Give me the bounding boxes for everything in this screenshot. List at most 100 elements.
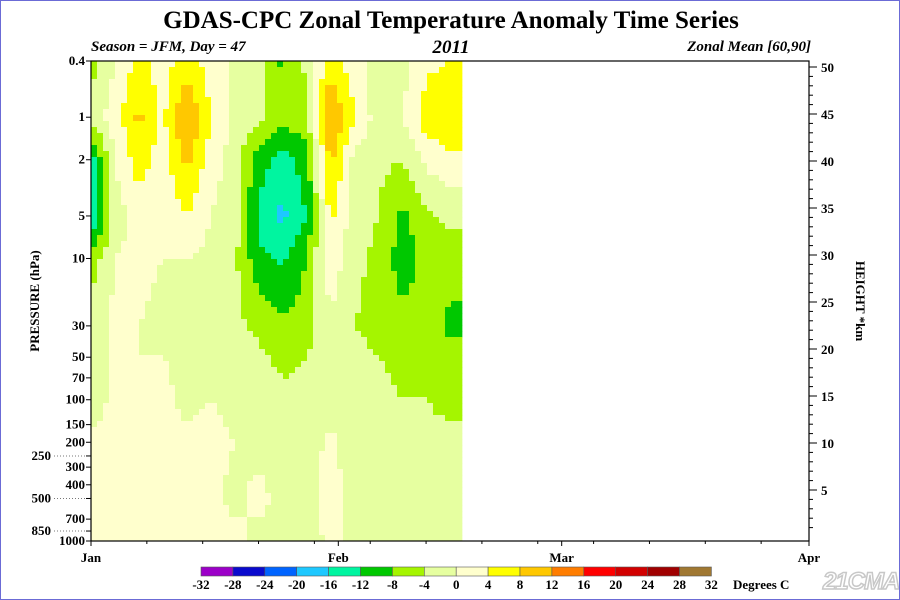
contour-cell — [115, 235, 122, 242]
contour-cell — [391, 403, 398, 410]
contour-cell — [187, 79, 194, 86]
contour-cell — [373, 223, 380, 230]
contour-cell — [181, 115, 188, 122]
contour-cell — [91, 145, 98, 152]
contour-cell — [217, 511, 224, 518]
contour-cell — [295, 211, 302, 218]
contour-cell — [439, 343, 446, 350]
contour-cell — [157, 295, 164, 302]
contour-cell — [115, 73, 122, 80]
contour-cell — [343, 205, 350, 212]
contour-cell — [385, 229, 392, 236]
contour-cell — [343, 421, 350, 428]
contour-cell — [241, 109, 248, 116]
contour-cell — [103, 451, 110, 458]
contour-cell — [349, 307, 356, 314]
contour-cell — [253, 343, 260, 350]
contour-cell — [115, 151, 122, 158]
contour-cell — [319, 367, 326, 374]
contour-cell — [259, 433, 266, 440]
contour-cell — [391, 103, 398, 110]
contour-cell — [331, 253, 338, 260]
contour-cell — [187, 343, 194, 350]
contour-cell — [403, 499, 410, 506]
contour-cell — [163, 211, 170, 218]
contour-cell — [373, 193, 380, 200]
contour-cell — [433, 259, 440, 266]
contour-cell — [169, 193, 176, 200]
contour-cell — [355, 313, 362, 320]
contour-cell — [379, 115, 386, 122]
contour-cell — [175, 469, 182, 476]
contour-cell — [343, 79, 350, 86]
contour-cell — [385, 409, 392, 416]
contour-cell — [121, 139, 128, 146]
contour-cell — [127, 241, 134, 248]
contour-cell — [121, 421, 128, 428]
contour-cell — [457, 481, 463, 488]
contour-cell — [403, 391, 410, 398]
contour-cell — [313, 103, 320, 110]
contour-cell — [265, 403, 272, 410]
contour-cell — [433, 535, 440, 542]
contour-cell — [115, 295, 122, 302]
contour-cell — [103, 343, 110, 350]
contour-cell — [319, 265, 326, 272]
contour-cell — [451, 319, 458, 326]
contour-cell — [181, 373, 188, 380]
contour-cell — [367, 247, 374, 254]
contour-cell — [355, 355, 362, 362]
contour-cell — [175, 337, 182, 344]
contour-cell — [433, 517, 440, 524]
contour-cell — [199, 493, 206, 500]
contour-cell — [175, 241, 182, 248]
contour-cell — [361, 331, 368, 338]
contour-cell — [133, 403, 140, 410]
contour-cell — [283, 529, 290, 536]
contour-cell — [127, 73, 134, 80]
contour-cell — [397, 313, 404, 320]
contour-cell — [223, 511, 230, 518]
contour-cell — [193, 97, 200, 104]
contour-cell — [163, 175, 170, 182]
contour-cell — [127, 193, 134, 200]
contour-cell — [289, 535, 296, 542]
contour-cell — [283, 415, 290, 422]
contour-cell — [151, 325, 158, 332]
contour-cell — [91, 289, 98, 296]
contour-cell — [229, 319, 236, 326]
contour-cell — [349, 127, 356, 134]
contour-cell — [145, 301, 152, 308]
contour-cell — [97, 505, 104, 512]
contour-cell — [307, 379, 314, 386]
contour-cell — [187, 415, 194, 422]
contour-cell — [403, 361, 410, 368]
contour-cell — [319, 199, 326, 206]
contour-cell — [187, 283, 194, 290]
contour-cell — [193, 169, 200, 176]
contour-cell — [271, 265, 278, 272]
contour-cell — [175, 97, 182, 104]
contour-cell — [91, 97, 98, 104]
contour-cell — [121, 523, 128, 530]
contour-cell — [349, 433, 356, 440]
contour-cell — [427, 85, 434, 92]
contour-cell — [97, 391, 104, 398]
contour-cell — [283, 277, 290, 284]
contour-cell — [181, 127, 188, 134]
contour-cell — [247, 499, 254, 506]
contour-cell — [151, 361, 158, 368]
contour-cell — [241, 97, 248, 104]
contour-cell — [439, 475, 446, 482]
contour-cell — [163, 415, 170, 422]
contour-cell — [145, 331, 152, 338]
contour-cell — [421, 73, 428, 80]
contour-cell — [277, 187, 284, 194]
contour-cell — [373, 145, 380, 152]
contour-cell — [247, 193, 254, 200]
contour-cell — [391, 511, 398, 518]
contour-cell — [181, 157, 188, 164]
contour-cell — [211, 403, 218, 410]
contour-cell — [457, 475, 463, 482]
